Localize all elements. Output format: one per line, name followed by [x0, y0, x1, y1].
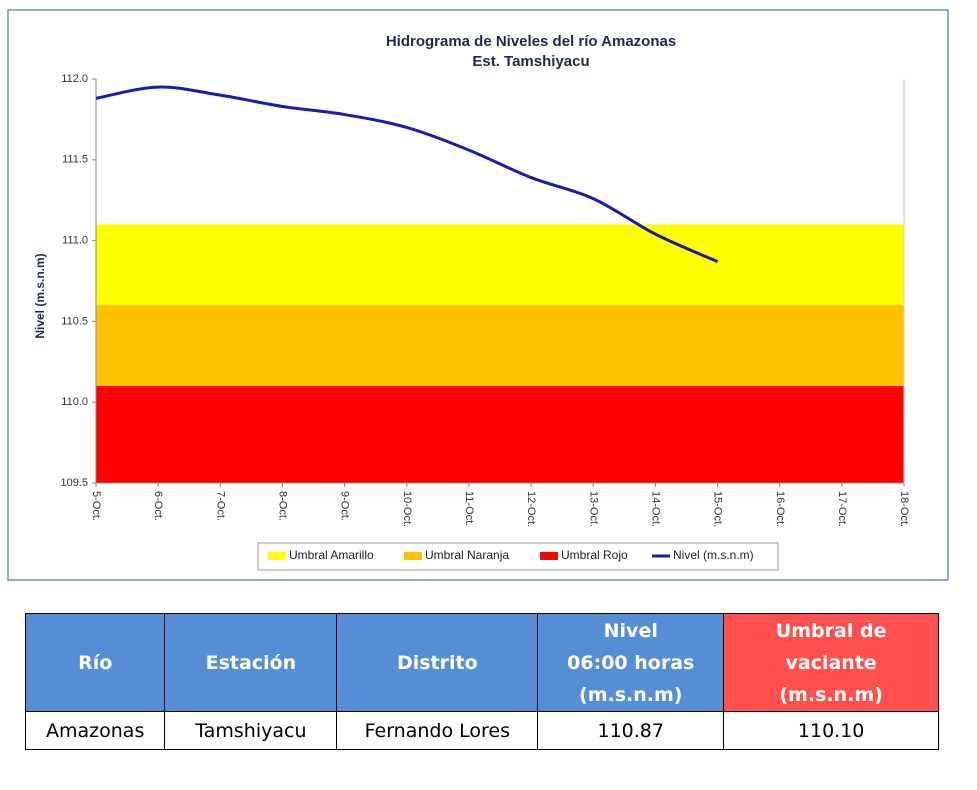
x-tick-label: 17-Oct.	[836, 491, 848, 527]
x-tick-label: 14-Oct.	[649, 491, 661, 527]
header-text: Umbral de	[775, 619, 887, 642]
legend-swatch	[404, 552, 422, 560]
x-tick-label: 11-Oct.	[463, 491, 475, 526]
y-tick-label: 112.0	[61, 73, 88, 85]
threshold-band	[96, 305, 904, 387]
y-tick-label: 111.0	[62, 235, 88, 247]
x-tick-label: 5-Oct.	[90, 491, 102, 521]
x-tick-label: 13-Oct.	[587, 491, 599, 527]
header-text: Río	[78, 651, 113, 674]
y-tick-label: 111.5	[62, 154, 88, 166]
header-text: (m.s.n.m)	[579, 683, 683, 706]
series-line	[95, 85, 719, 263]
x-tick-label: 18-Oct.	[898, 491, 910, 527]
header-text: Nivel	[603, 619, 658, 642]
table-cell: Tamshiyacu	[164, 711, 338, 750]
header-text: Distrito	[396, 651, 478, 674]
y-axis-label: Nivel (m.s.n.m)	[33, 253, 47, 338]
x-tick-label: 15-Oct.	[712, 491, 724, 527]
chart-subtitle: Est. Tamshiyacu	[472, 53, 589, 70]
header-cell: Distrito	[336, 613, 539, 712]
header-text: 06:00 horas	[567, 651, 695, 674]
y-tick-label: 109.5	[60, 477, 88, 489]
x-tick-label: 10-Oct.	[401, 491, 413, 527]
header-cell: Nivel 06:00 horas (m.s.n.m)	[537, 613, 725, 712]
table-header: Río Estación Distrito Nivel 06:00 horas (m.s.…	[24, 613, 939, 712]
legend-label: Nivel (m.s.n.m)	[673, 548, 754, 562]
data-table: Río Estación Distrito Nivel 06:00 horas (m.s.…	[24, 613, 939, 750]
y-tick-label: 110.0	[61, 396, 88, 408]
x-tick-label: 12-Oct.	[525, 491, 537, 527]
threshold-band	[96, 386, 904, 483]
x-tick-label: 8-Oct.	[277, 491, 289, 521]
header-cell: Estación	[164, 613, 338, 712]
legend-swatch	[540, 552, 558, 560]
table-cell: Amazonas	[24, 711, 166, 750]
threshold-band	[96, 224, 904, 306]
x-tick-label: 6-Oct.	[152, 491, 164, 521]
table-cell: 110.10	[723, 711, 939, 750]
legend-label: Umbral Naranja	[425, 548, 509, 562]
x-tick-label: 16-Oct.	[774, 491, 786, 527]
legend-swatch	[268, 552, 286, 560]
legend-box	[257, 542, 779, 571]
y-tick-label: 110.5	[61, 315, 88, 327]
header-cell: Río	[24, 613, 166, 712]
table-cell: 110.87	[537, 711, 725, 750]
table-row: Amazonas Tamshiyacu Fernando Lores 110.87 11…	[24, 711, 939, 750]
x-tick-label: 9-Oct.	[339, 491, 351, 521]
chart: Hidrograma de Niveles del río Amazonas E…	[7, 9, 949, 581]
legend-label: Umbral Rojo	[561, 548, 628, 562]
header-cell: Umbral de vaciante (m.s.n.m)	[723, 613, 939, 712]
chart-title: Hidrograma de Niveles del río Amazonas	[386, 33, 676, 50]
x-tick-label: 7-Oct.	[214, 491, 226, 521]
table-cell: Fernando Lores	[336, 711, 539, 750]
header-text: vaciante	[785, 651, 877, 674]
header-text: (m.s.n.m)	[779, 683, 883, 706]
legend-label: Umbral Amarillo	[289, 548, 374, 562]
header-text: Estación	[205, 651, 297, 674]
